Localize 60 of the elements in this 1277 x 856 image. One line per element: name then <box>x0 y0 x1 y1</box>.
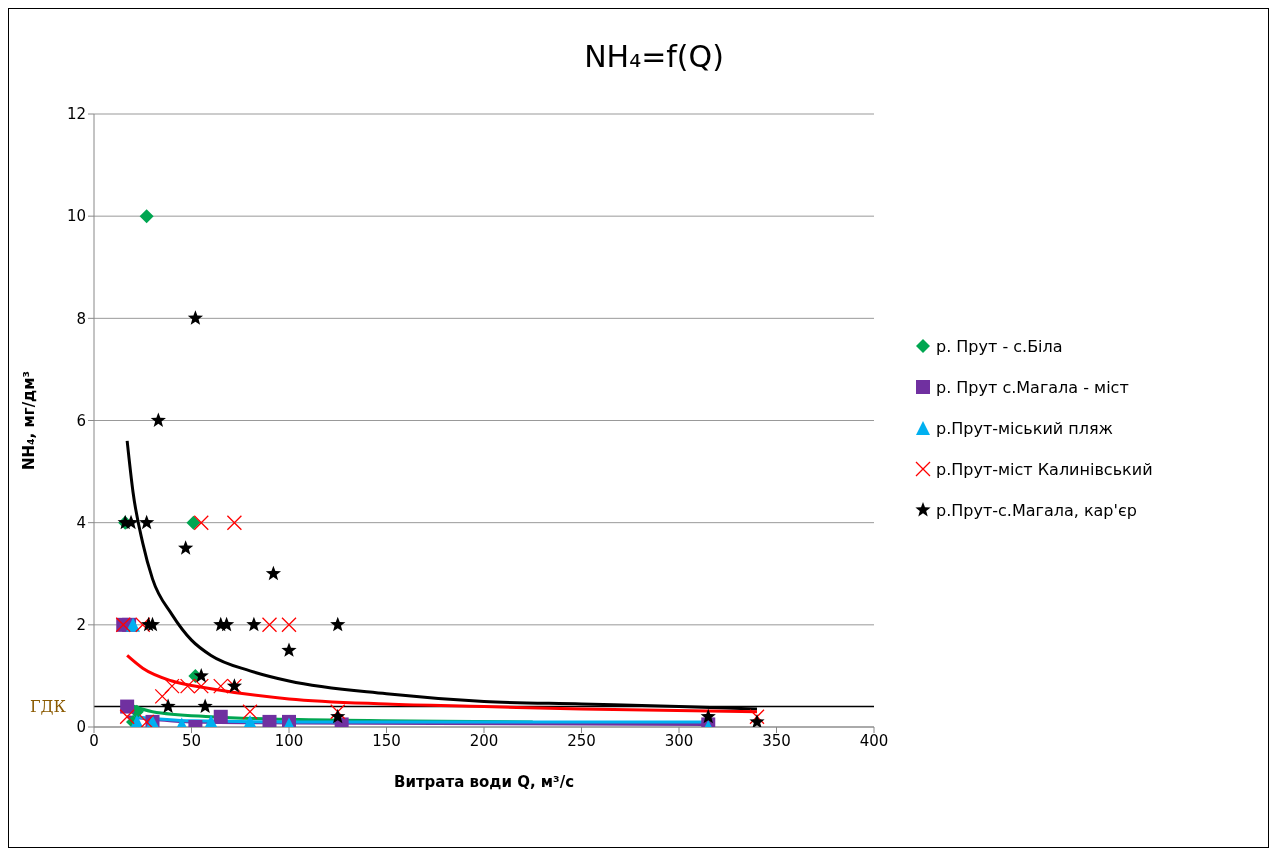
point <box>139 714 155 727</box>
y-axis-title: NH₄, мг/дм³ <box>20 370 39 471</box>
point <box>144 616 161 632</box>
y-tick-label: 8 <box>76 309 86 328</box>
x-tick-label: 150 <box>372 731 401 750</box>
legend-label: р.Прут-с.Магала, кар'єр <box>936 500 1137 520</box>
legend-label: р.Прут-міст Калинівський <box>936 459 1153 479</box>
legend-label: р.Прут-міський пляж <box>936 418 1114 438</box>
point <box>281 617 297 633</box>
ref-line-label: ГДК <box>30 697 67 717</box>
x-tick-label: 0 <box>89 731 99 750</box>
point <box>193 678 209 694</box>
point <box>330 616 346 632</box>
point <box>242 704 258 720</box>
point <box>749 713 765 727</box>
point <box>261 617 278 633</box>
y-tick-label: 6 <box>76 411 86 430</box>
point <box>150 412 166 427</box>
y-tick-label: 0 <box>76 718 86 737</box>
x-tick-label: 400 <box>859 731 889 750</box>
point <box>135 617 151 633</box>
point <box>330 704 346 720</box>
point <box>213 709 228 724</box>
point <box>160 698 176 714</box>
point <box>139 209 154 224</box>
point <box>262 714 277 727</box>
x-tick-label: 200 <box>469 731 499 750</box>
point <box>700 708 716 724</box>
point <box>178 540 194 555</box>
point <box>213 678 229 694</box>
x-tick-label: 300 <box>664 731 694 750</box>
point <box>246 616 262 632</box>
y-tick-label: 2 <box>76 616 86 635</box>
point <box>186 515 201 530</box>
x-axis-title: Витрата води Q, м³/с <box>393 773 575 791</box>
point <box>193 667 209 683</box>
point <box>154 688 170 704</box>
point <box>119 709 135 725</box>
point <box>179 678 196 694</box>
legend-label: р. Прут с.Магала - міст <box>936 377 1129 397</box>
point <box>120 699 135 714</box>
y-tick-label: 12 <box>66 105 86 124</box>
point <box>330 708 346 724</box>
point <box>265 565 282 581</box>
x-tick-label: 350 <box>762 731 791 750</box>
point <box>187 310 204 325</box>
point <box>281 642 297 657</box>
x-tick-label: 250 <box>567 731 596 750</box>
point <box>139 514 155 530</box>
x-tick-label: 100 <box>274 731 304 750</box>
point <box>164 678 180 694</box>
point <box>749 709 765 725</box>
chart-title: NH₄=f(Q) <box>583 39 725 74</box>
legend-label: р. Прут - с.Біла <box>936 336 1063 356</box>
x-tick-label: 50 <box>181 731 202 750</box>
y-tick-label: 10 <box>66 207 86 226</box>
point <box>193 515 209 531</box>
point <box>226 515 243 531</box>
point <box>197 698 213 714</box>
y-tick-label: 4 <box>76 513 86 532</box>
